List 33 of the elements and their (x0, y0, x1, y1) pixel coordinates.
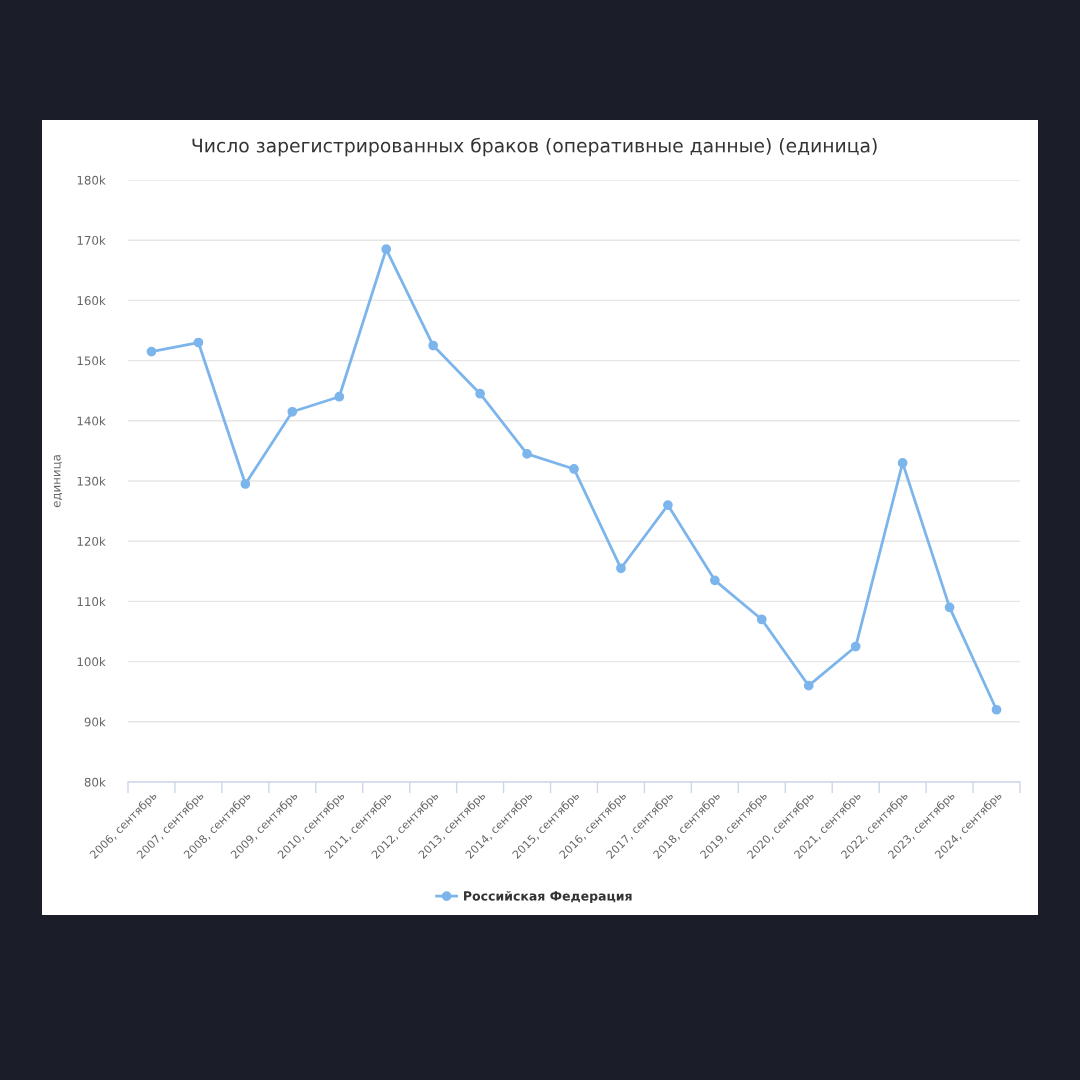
point (475, 388, 485, 399)
y-tick-label: 170k (77, 235, 106, 245)
y-tick-label: 80k (84, 777, 106, 787)
point (522, 449, 532, 459)
point (897, 458, 908, 468)
point (287, 406, 298, 417)
point (428, 340, 439, 351)
point (334, 391, 345, 402)
y-tick-label: 120k (77, 536, 106, 546)
point (146, 346, 157, 357)
y-tick-label: 90k (84, 717, 106, 727)
y-tick-label: 150k (77, 356, 106, 366)
chart-title: Число зарегистрированных браков (оперативные данные) (единица) (192, 137, 877, 157)
point (240, 479, 251, 489)
y-axis-title: единица (53, 455, 63, 508)
y-tick-label: 160k (77, 295, 106, 306)
point (944, 602, 955, 613)
y-tick-label: 180k (77, 175, 106, 185)
y-tick-label: 110k (77, 596, 106, 607)
point (381, 244, 392, 255)
point (616, 563, 626, 574)
point (709, 575, 720, 586)
point (850, 641, 861, 652)
y-tick-label: 100k (77, 657, 106, 667)
y-tick-label: 140k (77, 416, 106, 426)
point (663, 500, 673, 510)
point (756, 614, 767, 625)
point (193, 337, 204, 348)
legend-label: Российская Федерация (464, 890, 632, 904)
point (803, 680, 814, 691)
point (991, 704, 1002, 715)
point (569, 464, 579, 474)
y-tick-label: 130k (77, 476, 106, 486)
